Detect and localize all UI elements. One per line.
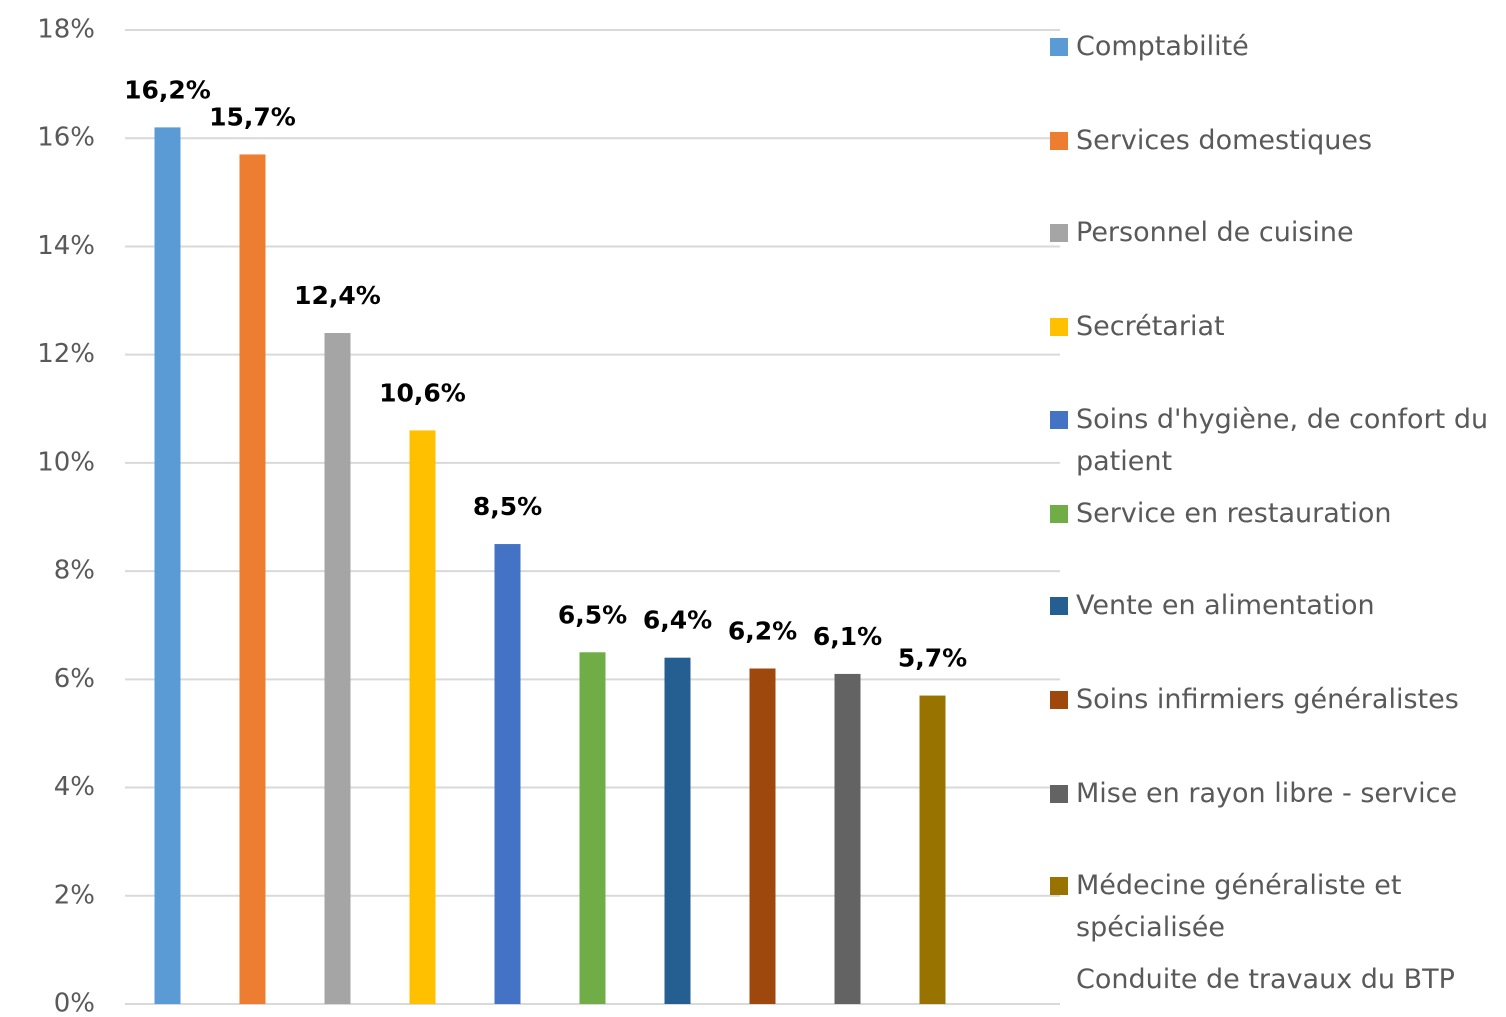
legend-entry: Comptabilité [1050, 26, 1506, 68]
legend-label: Conduite de travaux du BTP [1076, 964, 1455, 995]
legend-entry: Conduite de travaux du BTP [1050, 959, 1506, 1001]
data-label: 12,4% [294, 281, 381, 310]
legend-swatch [1050, 411, 1068, 429]
legend-entry: Soins d'hygiène, de confort du patient [1050, 399, 1506, 483]
legend-entry: Vente en alimentation [1050, 585, 1506, 627]
data-label: 5,7% [898, 644, 967, 673]
legend-entry: Personnel de cuisine [1050, 212, 1506, 254]
legend-label: Personnel de cuisine [1076, 217, 1354, 248]
legend-swatch [1050, 224, 1068, 242]
data-label: 10,6% [379, 378, 466, 407]
bar [919, 695, 946, 1004]
legend-label: Comptabilité [1076, 31, 1249, 62]
legend-label: Soins d'hygiène, de confort du patient [1076, 404, 1489, 477]
data-label: 6,5% [558, 600, 627, 629]
legend-entry: Soins infirmiers généralistes [1050, 679, 1506, 721]
legend-swatch [1050, 785, 1068, 803]
legend-entry: Services domestiques [1050, 120, 1506, 162]
legend-label: Service en restauration [1076, 498, 1392, 529]
bar [664, 657, 691, 1004]
legend-swatch [1050, 318, 1068, 336]
data-label: 16,2% [124, 75, 211, 104]
bar [579, 652, 606, 1004]
y-tick-label: 14% [37, 231, 95, 261]
y-tick-label: 12% [37, 339, 95, 369]
legend-label: Secrétariat [1076, 311, 1225, 342]
legend-label: Services domestiques [1076, 125, 1373, 156]
y-tick-label: 18% [37, 15, 95, 45]
y-tick-label: 0% [54, 989, 95, 1017]
y-tick-label: 16% [37, 123, 95, 153]
legend-label: Mise en rayon libre - service [1076, 778, 1458, 809]
legend-swatch [1050, 877, 1068, 895]
data-label: 6,4% [643, 606, 712, 635]
bar [749, 668, 776, 1004]
legend-label: Vente en alimentation [1076, 590, 1375, 621]
data-label: 6,2% [728, 617, 797, 646]
legend-entry: Service en restauration [1050, 493, 1506, 535]
y-tick-label: 6% [54, 664, 95, 694]
y-tick-label: 10% [37, 447, 95, 477]
y-tick-label: 8% [54, 556, 95, 586]
legend-label: Soins infirmiers généralistes [1076, 684, 1459, 715]
legend-swatch [1050, 38, 1068, 56]
legend-entry: Médecine généraliste et spécialisée [1050, 865, 1506, 949]
y-tick-label: 2% [54, 880, 95, 910]
legend-swatch [1050, 597, 1068, 615]
legend-swatch [1050, 132, 1068, 150]
data-label: 6,1% [813, 622, 882, 651]
bar [834, 673, 861, 1004]
legend-entry: Mise en rayon libre - service [1050, 773, 1506, 815]
legend-entry: Secrétariat [1050, 306, 1506, 348]
y-tick-label: 4% [54, 772, 95, 802]
bar [324, 333, 351, 1004]
legend-label: Médecine généraliste et spécialisée [1076, 870, 1402, 943]
bar [494, 544, 521, 1004]
bar [409, 430, 436, 1004]
bar [154, 127, 181, 1004]
legend-swatch [1050, 505, 1068, 523]
legend-swatch [1050, 691, 1068, 709]
data-label: 15,7% [209, 102, 296, 131]
data-label: 8,5% [473, 492, 542, 521]
bar [239, 154, 266, 1004]
